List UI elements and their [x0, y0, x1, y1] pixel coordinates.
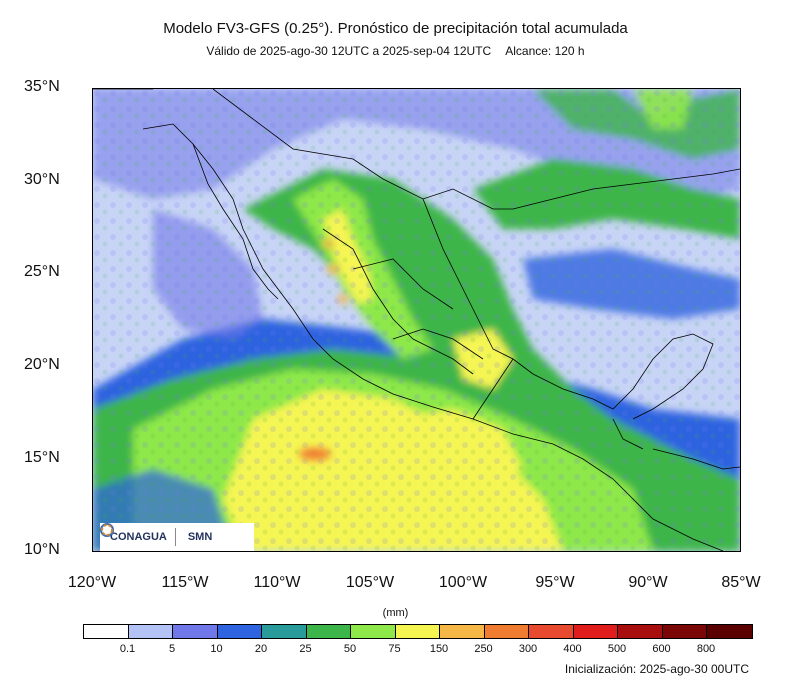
colorbar-swatch: [306, 625, 351, 638]
map-subtitle: Válido de 2025-ago-30 12UTC a 2025-sep-0…: [0, 44, 791, 58]
colorbar-swatch: [484, 625, 529, 638]
map-drawing: [93, 89, 740, 551]
colorbar-swatch: [573, 625, 618, 638]
colorbar-tick-label: 150: [429, 643, 449, 655]
colorbar-swatch: [618, 625, 663, 638]
lon-label-120: 120°W: [67, 574, 117, 591]
colorbar-tick-label: 400: [563, 643, 582, 655]
lat-label-35: 35°N: [24, 78, 60, 95]
colorbar-swatch: [395, 625, 440, 638]
lon-label-110: 110°W: [253, 574, 301, 591]
colorbar-swatch: [351, 625, 396, 638]
colorbar-units: (mm): [382, 607, 409, 619]
logo-box: CONAGUA SMN: [100, 523, 254, 551]
colorbar-swatch: [128, 625, 173, 638]
colorbar-tick-label: 300: [518, 643, 538, 655]
colorbar-swatch: [662, 625, 707, 638]
colorbar-tick-label: 50: [343, 643, 357, 655]
lat-label-10: 10°N: [24, 541, 60, 558]
forecast-range: Alcance: 120 h: [505, 44, 585, 58]
lon-label-85: 85°W: [721, 574, 761, 591]
colorbar-swatch: [262, 625, 307, 638]
colorbar-swatch: [440, 625, 485, 638]
colorbar-tick-label: 75: [388, 643, 401, 655]
heavy-precip-spots: [299, 239, 348, 460]
lon-label-105: 105°W: [345, 574, 395, 591]
lat-label-30: 30°N: [24, 171, 60, 188]
lat-label-20: 20°N: [24, 356, 60, 373]
lat-label-15: 15°N: [24, 449, 60, 466]
precipitation-map: CONAGUA SMN: [92, 88, 741, 552]
colorbar-tick-label: 250: [474, 643, 493, 655]
colorbar-swatch: [529, 625, 574, 638]
lon-label-115: 115°W: [161, 574, 209, 591]
colorbar-swatch: [707, 625, 752, 638]
colorbar-swatch: [173, 625, 218, 638]
colorbar-tick-label: 5: [168, 643, 176, 655]
smn-logo: SMN: [187, 531, 213, 543]
colorbar-tick-label: 800: [696, 643, 716, 655]
colorbar-tick-label: 0.1: [119, 643, 136, 655]
lon-label-90: 90°W: [628, 574, 668, 591]
conagua-logo: CONAGUA: [110, 531, 167, 543]
colorbar-tick-label: 10: [210, 643, 223, 655]
lon-label-95: 95°W: [535, 574, 575, 591]
initialization-time: Inicialización: 2025-ago-30 00UTC: [564, 662, 749, 676]
colorbar: [83, 624, 753, 639]
coastlines: [93, 89, 740, 551]
lon-label-100: 100°W: [438, 574, 488, 591]
map-title: Modelo FV3-GFS (0.25°). Pronóstico de pr…: [163, 20, 628, 37]
colorbar-tick-label: 500: [607, 643, 627, 655]
colorbar-tick-label: 600: [652, 643, 671, 655]
colorbar-swatch: [84, 625, 129, 638]
validity-period: Válido de 2025-ago-30 12UTC a 2025-sep-0…: [206, 44, 492, 58]
colorbar-tick-label: 20: [254, 643, 268, 655]
smn-logo-icon: [101, 524, 113, 536]
colorbar-tick-label: 25: [299, 643, 312, 655]
colorbar-swatch: [217, 625, 262, 638]
lat-label-25: 25°N: [24, 263, 60, 280]
